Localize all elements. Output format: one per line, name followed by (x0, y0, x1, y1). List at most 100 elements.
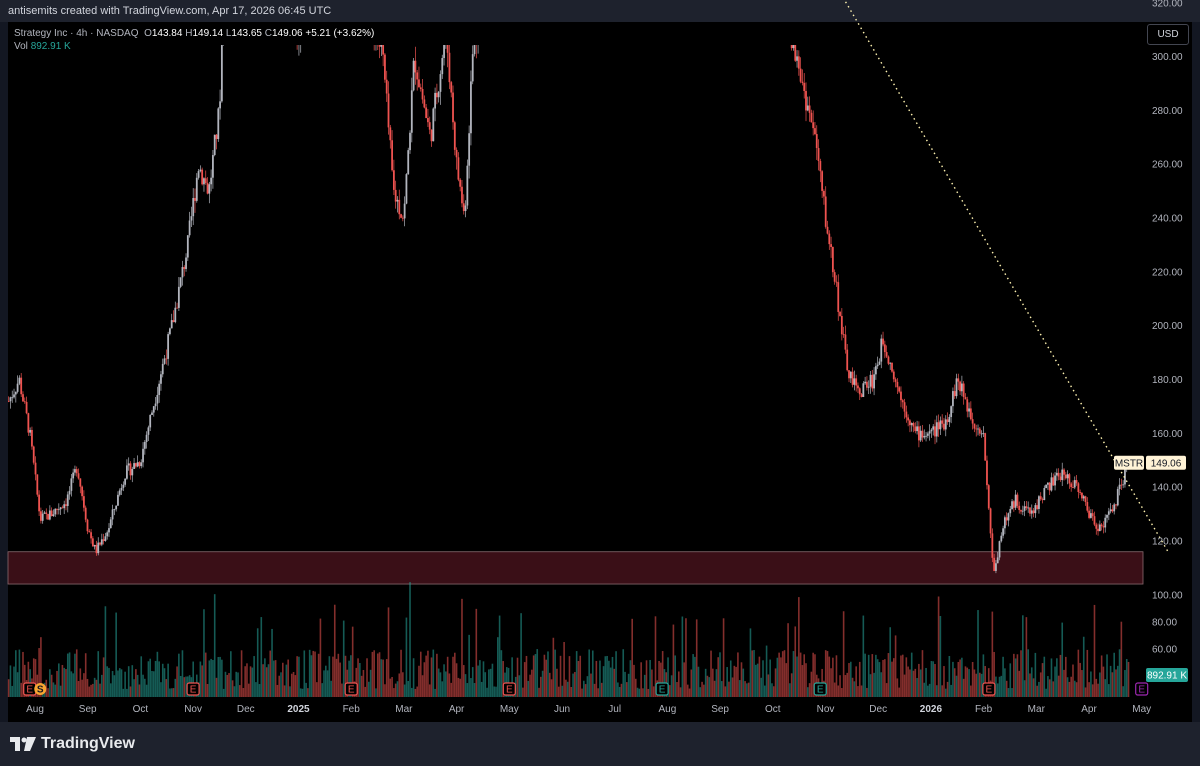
volume-bar (486, 687, 488, 697)
earnings-marker (655, 682, 669, 696)
volume-bar (776, 657, 779, 697)
volume-bar (185, 676, 187, 697)
volume-bar (1048, 679, 1051, 697)
volume-bar (720, 681, 723, 697)
candle-body (425, 107, 428, 118)
volume-bar (950, 684, 952, 697)
x-tick-label: Jul (608, 704, 621, 715)
volume-bar (1036, 685, 1038, 697)
candle-body (1043, 488, 1046, 501)
volume-bar (647, 688, 650, 697)
candle-body (844, 334, 847, 350)
volume-bar (1068, 681, 1071, 697)
candle-body (68, 490, 71, 495)
candle-body (889, 362, 892, 364)
volume-bar (835, 655, 838, 697)
candle-body (851, 371, 854, 385)
candle-body (97, 542, 100, 554)
volume-bar (796, 656, 798, 697)
currency-button[interactable]: USD (1147, 24, 1189, 45)
candle-body (801, 81, 804, 83)
volume-bar (384, 684, 386, 697)
chart-frame[interactable] (8, 22, 1192, 722)
candle-body (980, 433, 983, 435)
candle-body (14, 391, 17, 395)
candle-body (170, 320, 173, 329)
volume-bar (611, 656, 614, 697)
candle-body (156, 394, 159, 404)
volume-bar (127, 666, 130, 697)
volume-bar (941, 685, 943, 697)
y-tick-label: 260.00 (1152, 160, 1183, 171)
volume-bar (867, 654, 870, 697)
candle-body (154, 403, 157, 407)
volume-bar (396, 681, 399, 697)
volume-bar (540, 676, 542, 697)
candle-body (396, 199, 399, 202)
volume-bar (117, 670, 119, 697)
volume-bar (769, 659, 771, 697)
candle-body (149, 414, 152, 428)
volume-bar (448, 673, 451, 697)
volume-bar (40, 637, 42, 697)
volume-bar (812, 652, 814, 697)
candle-body (1050, 477, 1053, 491)
volume-bar (281, 662, 284, 697)
candle-body (867, 386, 870, 388)
volume-bar (760, 677, 763, 697)
volume-bar (1014, 658, 1017, 697)
volume-bar (1073, 680, 1076, 697)
candle-body (131, 468, 134, 476)
candle-body (1115, 504, 1117, 506)
volume-bar (140, 656, 143, 697)
candle-body (815, 134, 818, 149)
volume-bar (1002, 656, 1004, 697)
candle-body (1054, 475, 1056, 486)
volume-bar (751, 650, 754, 697)
tradingview-logo[interactable]: TradingView (10, 735, 135, 753)
volume-bar (1050, 658, 1053, 697)
volume-bar (280, 672, 282, 697)
candle-body (118, 490, 121, 495)
volume-bar (1111, 672, 1114, 697)
candle-body (824, 196, 827, 227)
volume-bar (9, 665, 12, 697)
volume-tick-label: 80.00 (1152, 618, 1177, 629)
volume-bar (326, 670, 329, 697)
volume-bar (756, 663, 759, 697)
candle-body (93, 544, 96, 547)
candle-body (1034, 505, 1037, 514)
volume-bar (391, 676, 393, 697)
volume-bar (1088, 682, 1090, 697)
candle-body (1104, 517, 1107, 528)
volume-bar (459, 678, 461, 697)
volume-bar (328, 656, 331, 697)
candle-body (1005, 517, 1008, 521)
volume-bar (1023, 680, 1026, 697)
candle-body (1057, 472, 1060, 477)
last-price-tag (1146, 455, 1186, 470)
volume-bar (52, 682, 55, 697)
candle-body (1016, 494, 1019, 506)
candle-body (23, 401, 26, 403)
volume-bar (464, 674, 467, 697)
candle-body (414, 60, 417, 73)
volume-bar (613, 668, 616, 697)
volume-bar (206, 684, 209, 697)
volume-bar (1059, 654, 1062, 697)
candle-body (939, 420, 942, 430)
volume-bar (473, 683, 476, 697)
candle-body (917, 426, 920, 441)
candle-body (909, 420, 911, 426)
candle-body (378, 45, 381, 47)
candle-body (81, 486, 84, 497)
volume-bar (851, 677, 854, 697)
candle-body (405, 174, 408, 204)
candle-body (912, 422, 915, 427)
volume-bar (565, 679, 567, 697)
volume-bar (936, 685, 938, 697)
volume-bar (283, 685, 286, 697)
last-price-label: 149.06 (1151, 458, 1182, 469)
volume-bar (430, 657, 433, 697)
